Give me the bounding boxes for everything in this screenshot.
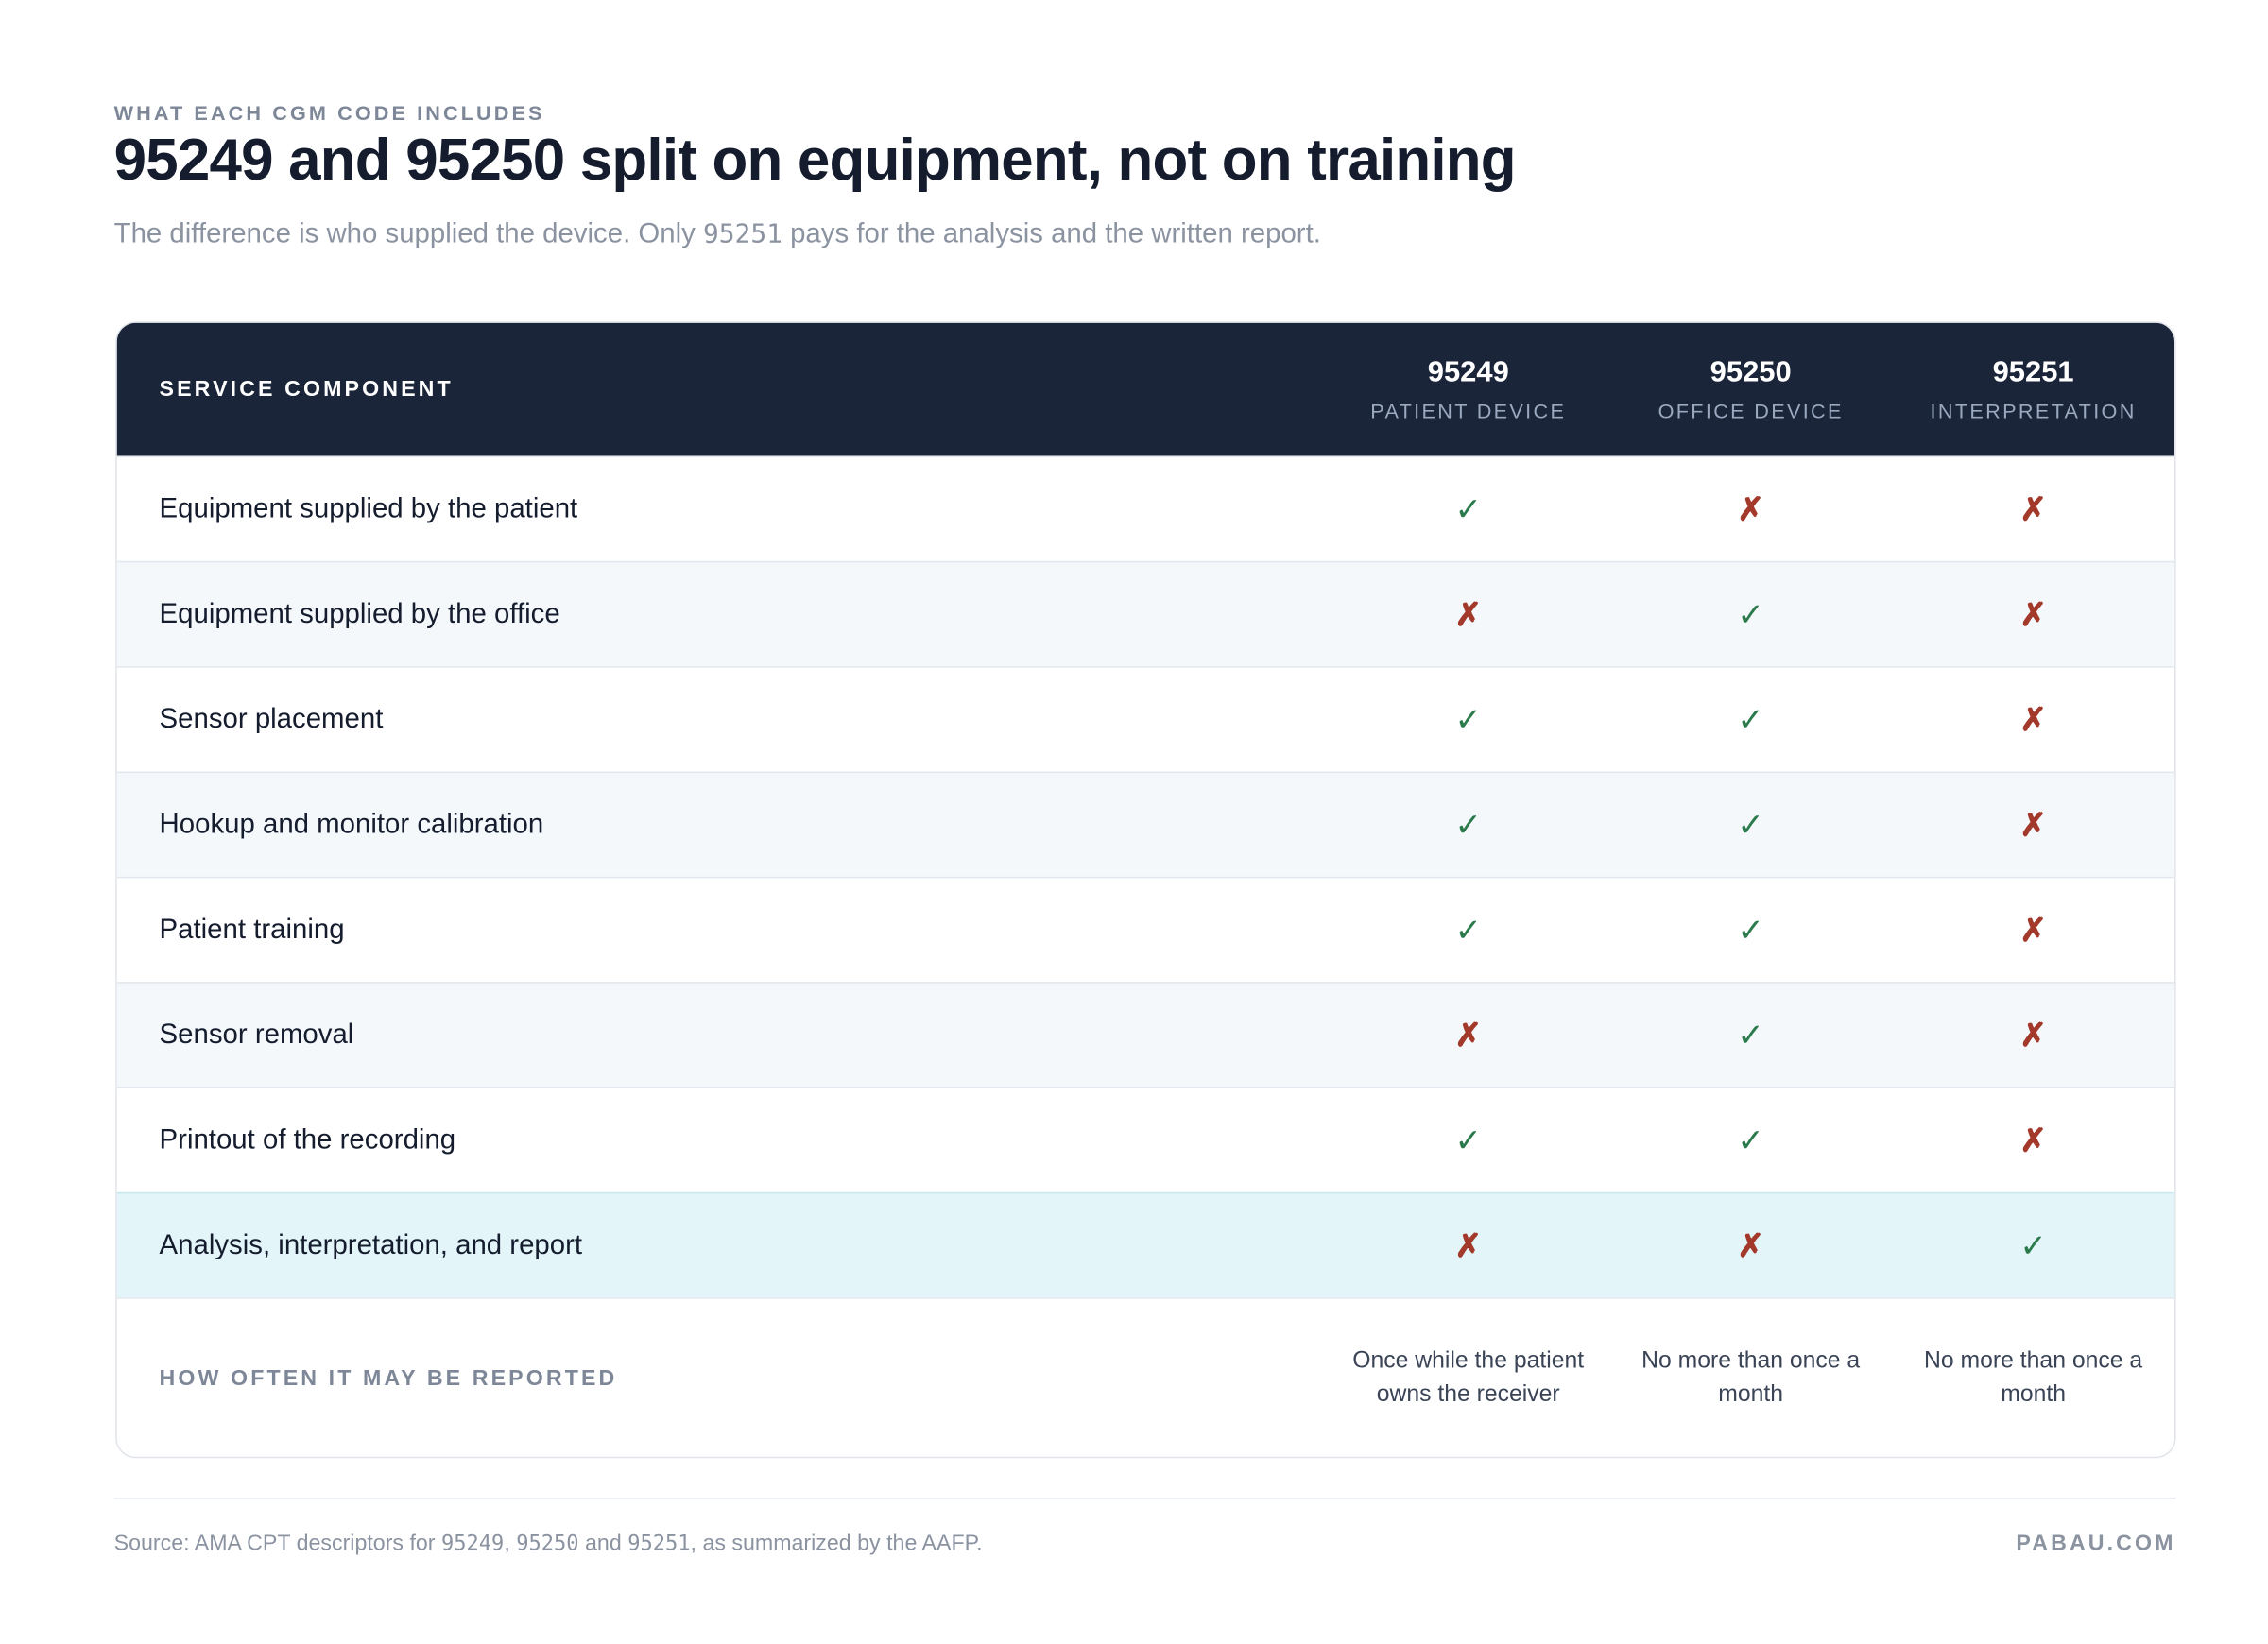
- code: 95250: [516, 1533, 579, 1556]
- check-mark: ✓: [1737, 700, 1764, 738]
- text: The difference is who supplied the devic…: [113, 218, 703, 250]
- cell: ✗: [1609, 1226, 1892, 1264]
- check-mark: ✓: [1454, 489, 1483, 527]
- cell: ✓: [1327, 490, 1609, 528]
- cross-mark: ✗: [1737, 1226, 1764, 1263]
- cell: ✗: [1892, 700, 2174, 738]
- frequency-cell: Once while the patient owns the receiver: [1352, 1348, 1585, 1408]
- row-label: Hookup and monitor calibration: [159, 808, 544, 840]
- column-code: 95250: [1710, 356, 1792, 389]
- cell: ✗: [1892, 911, 2174, 949]
- check-mark: ✓: [1737, 1121, 1764, 1158]
- cross-mark: ✗: [2019, 805, 2047, 843]
- row-label: Analysis, interpretation, and report: [159, 1229, 583, 1260]
- table-row: Sensor placement ✓ ✓ ✗: [116, 666, 2175, 771]
- check-mark: ✓: [1454, 805, 1483, 843]
- table-row: Equipment supplied by the patient ✓ ✗ ✗: [116, 455, 2175, 560]
- column-header: SERVICE COMPONENT: [159, 376, 454, 402]
- cell: ✓: [1609, 1017, 1892, 1054]
- row-label: Patient training: [159, 914, 345, 945]
- cross-mark: ✗: [2019, 489, 2047, 527]
- column-label: OFFICE DEVICE: [1658, 399, 1844, 422]
- check-mark: ✓: [1454, 700, 1483, 738]
- cross-mark: ✗: [2019, 1121, 2047, 1158]
- check-mark: ✓: [2019, 1226, 2047, 1263]
- cell: ✗: [1327, 1017, 1609, 1054]
- text: pays for the analysis and the written re…: [782, 218, 1321, 250]
- cell: ✗: [1609, 490, 1892, 528]
- cell: ✓: [1609, 595, 1892, 633]
- check-mark: ✓: [1454, 911, 1483, 948]
- text: , as summarized by the AAFP.: [690, 1531, 983, 1556]
- code: 95249: [440, 1533, 505, 1556]
- check-mark: ✓: [1737, 911, 1764, 948]
- cell: ✓: [1327, 806, 1609, 844]
- column-label: PATIENT DEVICE: [1370, 399, 1567, 422]
- cross-mark: ✗: [2019, 700, 2047, 738]
- title: 95249 and 95250 split on equipment, not …: [113, 128, 1517, 194]
- table-row: Hookup and monitor calibration ✓ ✓ ✗: [116, 771, 2175, 877]
- row-label: HOW OFTEN IT MAY BE REPORTED: [159, 1365, 618, 1391]
- check-mark: ✓: [1454, 1121, 1483, 1158]
- cell: ✗: [1327, 1226, 1609, 1264]
- code: 95251: [627, 1533, 691, 1556]
- column-code: 95251: [1992, 356, 2074, 389]
- column-label: INTERPRETATION: [1930, 399, 2137, 422]
- text: and: [578, 1531, 628, 1556]
- cross-mark: ✗: [2019, 1016, 2047, 1053]
- cell: ✗: [1892, 490, 2174, 528]
- divider: [113, 1498, 2176, 1499]
- frequency-cell: No more than once a month: [1924, 1348, 2143, 1408]
- cross-mark: ✗: [2019, 911, 2047, 948]
- text: Source: AMA CPT descriptors for: [113, 1531, 441, 1556]
- row-label: Equipment supplied by the office: [159, 598, 560, 629]
- cell: ✗: [1892, 1017, 2174, 1054]
- cell: ✗: [1892, 1122, 2174, 1159]
- check-mark: ✓: [1737, 1016, 1764, 1053]
- header-row: SERVICE COMPONENT 95249 PATIENT DEVICE 9525…: [116, 322, 2175, 456]
- cross-mark: ✗: [1454, 595, 1483, 632]
- source: Source: AMA CPT descriptors for 95249, 9…: [114, 1532, 983, 1556]
- row-label: Printout of the recording: [159, 1123, 456, 1156]
- cross-mark: ✗: [1454, 1226, 1483, 1263]
- table: SERVICE COMPONENT 95249 PATIENT DEVICE 9525…: [115, 321, 2176, 1459]
- cell: ✓: [1609, 806, 1892, 844]
- cell: ✓: [1327, 911, 1609, 949]
- eyebrow: WHAT EACH CGM CODE INCLUDES: [113, 100, 545, 125]
- text: ,: [504, 1531, 517, 1556]
- cell: ✓: [1609, 700, 1892, 738]
- table-row: Analysis, interpretation, and report ✗ ✗ ✓: [116, 1191, 2175, 1298]
- cell: ✓: [1327, 1122, 1609, 1159]
- check-mark: ✓: [1737, 595, 1764, 632]
- column-header: 95251 INTERPRETATION: [1892, 356, 2174, 422]
- table-row: Printout of the recording ✓ ✓ ✗: [116, 1087, 2175, 1192]
- table-row: Sensor removal ✗ ✓ ✗: [116, 982, 2175, 1087]
- table-row: Equipment supplied by the office ✗ ✓ ✗: [116, 560, 2175, 667]
- frequency-row: HOW OFTEN IT MAY BE REPORTED Once while t…: [116, 1297, 2175, 1457]
- column-header: 95250 OFFICE DEVICE: [1609, 356, 1892, 422]
- column-code: 95249: [1427, 356, 1509, 389]
- cell: ✓: [1892, 1226, 2174, 1264]
- cross-mark: ✗: [2019, 595, 2047, 632]
- table-row: Patient training ✓ ✓ ✗: [116, 876, 2175, 982]
- cell: ✗: [1892, 806, 2174, 844]
- cell: ✗: [1892, 595, 2174, 633]
- cross-mark: ✗: [1454, 1016, 1483, 1053]
- cell: ✓: [1609, 911, 1892, 949]
- column-header: 95249 PATIENT DEVICE: [1327, 356, 1609, 422]
- frequency-cell: No more than once a month: [1641, 1348, 1861, 1408]
- subtitle: The difference is who supplied the devic…: [114, 219, 1321, 251]
- check-mark: ✓: [1737, 805, 1764, 843]
- cell: ✓: [1327, 700, 1609, 738]
- row-label: Sensor removal: [159, 1019, 354, 1051]
- cross-mark: ✗: [1737, 489, 1764, 527]
- row-label: Equipment supplied by the patient: [159, 492, 578, 524]
- cell: ✗: [1327, 595, 1609, 633]
- brand: PABAU.COM: [2016, 1531, 2176, 1556]
- code: 95251: [702, 218, 782, 250]
- row-label: Sensor placement: [159, 703, 384, 735]
- cell: ✓: [1609, 1122, 1892, 1159]
